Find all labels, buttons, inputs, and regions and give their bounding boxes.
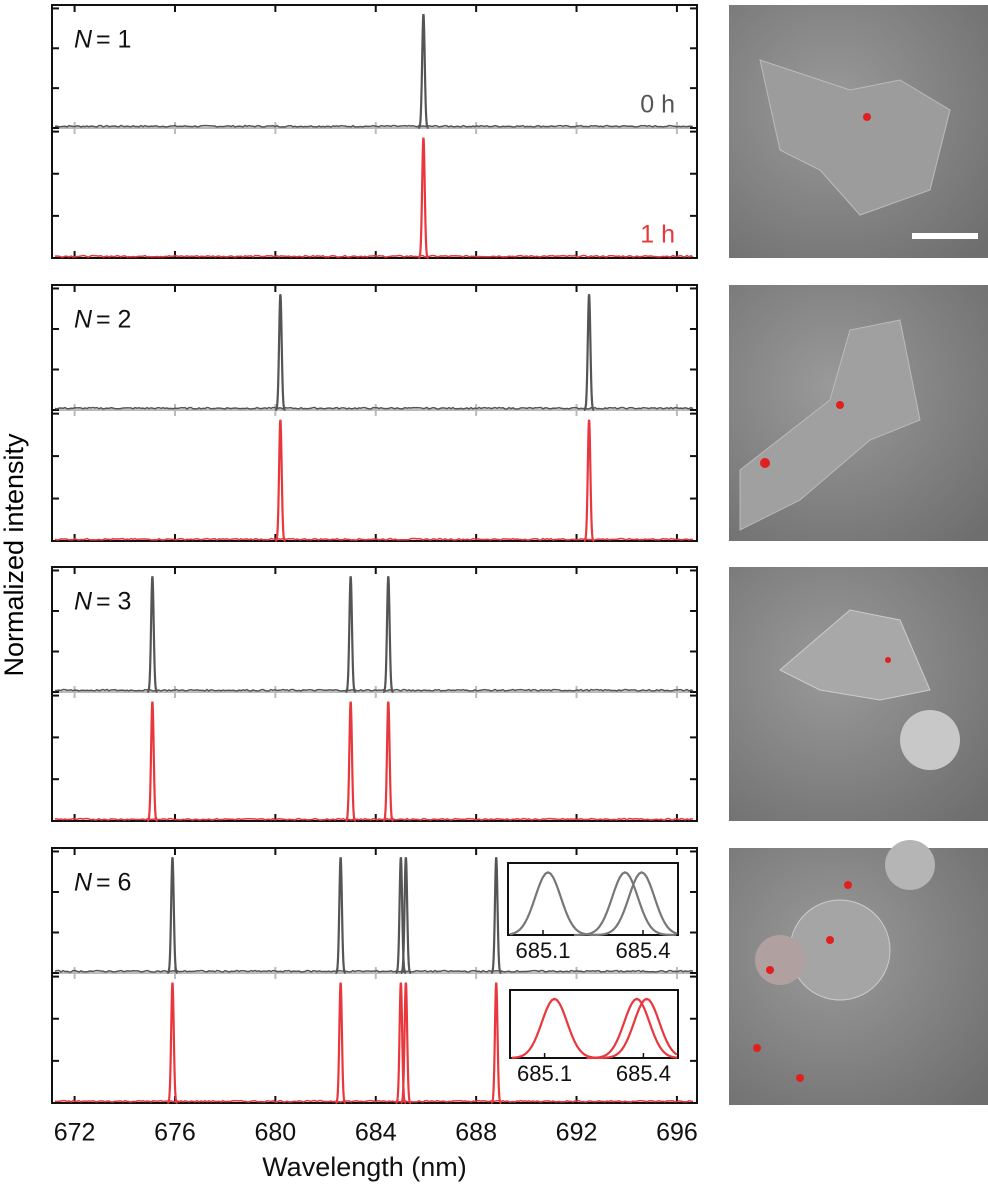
x-tick-label: 676 (154, 1119, 196, 1147)
peak (275, 419, 286, 543)
peak (275, 294, 286, 412)
panel-label-var: N (74, 588, 93, 616)
baseline (54, 969, 694, 973)
peak (583, 294, 595, 412)
inset-tick-label: 685.1 (517, 1061, 572, 1086)
x-axis-label: Wavelength (nm) (262, 1152, 467, 1182)
plot-frame (51, 4, 698, 259)
particle (753, 1044, 761, 1052)
inset-frame (509, 989, 679, 1059)
peak (147, 576, 158, 694)
peak (395, 982, 407, 1105)
particle (885, 657, 891, 663)
baseline (54, 1099, 694, 1103)
peak (583, 419, 595, 543)
legend-label: 0 h (640, 91, 675, 119)
peak (335, 982, 346, 1105)
peak (490, 982, 502, 1105)
baseline (54, 688, 694, 692)
particle (766, 966, 774, 974)
plot-frame (51, 566, 698, 822)
peak (490, 857, 502, 975)
cell (755, 935, 805, 985)
panel-label-value: = 2 (96, 306, 131, 334)
inset-tick-label: 685.4 (616, 1061, 671, 1086)
y-axis-label: Normalized intensity (0, 433, 29, 677)
cell (779, 609, 931, 701)
inset-peak (590, 871, 678, 937)
particle (826, 936, 834, 944)
cell (789, 899, 891, 1001)
peak (418, 137, 429, 260)
peak (345, 576, 356, 694)
cell (885, 840, 935, 890)
particle (836, 401, 844, 409)
inset-peak (574, 871, 676, 937)
panel-label-value: = 1 (96, 26, 131, 54)
cell (900, 710, 960, 770)
baseline (54, 817, 694, 821)
baseline (54, 537, 694, 541)
panel-label-var: N (74, 26, 93, 54)
panel-label-value: = 3 (96, 588, 131, 616)
baseline (54, 124, 694, 128)
x-tick-label: 672 (54, 1119, 96, 1147)
cell (739, 319, 921, 531)
particle (844, 881, 852, 889)
cell (759, 59, 951, 216)
peak (382, 701, 394, 823)
particle (863, 113, 871, 121)
x-tick-label: 684 (355, 1119, 397, 1147)
x-tick-label: 696 (656, 1119, 698, 1147)
particle (796, 1074, 804, 1082)
scale-bar (912, 233, 978, 239)
peak (167, 982, 178, 1105)
peak (400, 982, 412, 1105)
baseline (54, 254, 694, 258)
baseline (54, 406, 694, 410)
peak (400, 857, 412, 975)
plot-frame (51, 284, 698, 542)
peak (335, 857, 346, 975)
peak (383, 576, 394, 694)
panel-label-var: N (74, 869, 93, 897)
particle (760, 458, 770, 468)
peak (147, 701, 158, 823)
x-tick-label: 692 (556, 1119, 598, 1147)
peak (418, 13, 429, 130)
inset-tick-label: 685.4 (615, 938, 670, 963)
peak (167, 857, 178, 975)
inset-peak (596, 997, 678, 1060)
plot-frame (51, 847, 698, 1104)
inset-peak (511, 997, 605, 1060)
inset-tick-label: 685.1 (515, 938, 570, 963)
x-tick-label: 688 (455, 1119, 497, 1147)
peak (395, 857, 407, 975)
legend-label: 1 h (640, 221, 675, 249)
x-tick-label: 680 (255, 1119, 297, 1147)
panel-label-value: = 6 (96, 869, 131, 897)
micrographs (729, 5, 988, 1105)
peak (345, 701, 356, 823)
panel-label-var: N (74, 306, 93, 334)
